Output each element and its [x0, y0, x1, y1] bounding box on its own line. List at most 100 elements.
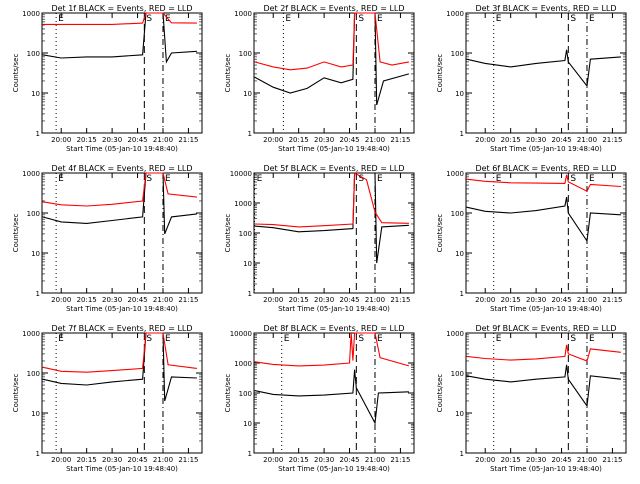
- x-tick-label: 21:00: [153, 136, 173, 144]
- y-tick-label: 1000: [22, 10, 40, 18]
- x-tick-label: 20:30: [526, 456, 546, 464]
- x-tick-label: 20:00: [475, 456, 495, 464]
- y-tick-label: 1: [248, 450, 252, 458]
- x-tick-label: 21:15: [178, 136, 198, 144]
- series-line-black: [254, 12, 410, 106]
- axes-frame: [41, 332, 203, 454]
- marker-label: S: [146, 14, 152, 24]
- series-line-red: [42, 332, 197, 373]
- y-tick-label: 10000: [230, 330, 252, 338]
- x-tick-label: 21:00: [153, 456, 173, 464]
- x-tick-label: 21:00: [577, 136, 597, 144]
- x-tick-label: 21:15: [602, 456, 622, 464]
- series-line-black: [42, 332, 197, 402]
- panel-title: Det 7f BLACK = Events, RED = LLD: [51, 324, 192, 333]
- y-tick-label: 10: [243, 90, 252, 98]
- marker-label: E: [284, 334, 290, 344]
- x-axis-label: Start Time (05-Jan-10 19:48:40): [490, 305, 602, 313]
- y-tick-label: 1: [36, 130, 40, 138]
- x-tick-label: 20:45: [127, 296, 147, 304]
- x-tick-label: 20:45: [127, 456, 147, 464]
- x-tick-label: 20:30: [526, 136, 546, 144]
- x-tick-label: 21:00: [577, 456, 597, 464]
- x-tick-label: 20:15: [77, 136, 97, 144]
- x-tick-label: 20:00: [51, 136, 71, 144]
- x-tick-label: 20:00: [263, 296, 283, 304]
- x-tick-label: 21:00: [365, 456, 385, 464]
- panel-title: Det 3f BLACK = Events, RED = LLD: [475, 4, 616, 13]
- axes-frame: [465, 172, 627, 294]
- x-tick-label: 20:15: [501, 296, 521, 304]
- x-tick-label: 20:00: [475, 296, 495, 304]
- series-line-red: [254, 172, 409, 228]
- panel-det-6f: Det 6f BLACK = Events, RED = LLD 1 10 100 10…: [436, 164, 627, 313]
- marker-label: S: [570, 174, 576, 184]
- y-axis-label: Counts/sec: [436, 214, 444, 253]
- x-tick-label: 20:15: [77, 456, 97, 464]
- y-tick-label: 100: [27, 210, 40, 218]
- marker-label: E: [377, 334, 383, 344]
- y-axis-label: Counts/sec: [224, 374, 232, 413]
- marker-label: E: [58, 14, 64, 24]
- series-line-red: [42, 172, 197, 207]
- x-tick-label: 20:30: [526, 296, 546, 304]
- y-tick-label: 1000: [234, 360, 252, 368]
- x-axis-label: Start Time (05-Jan-10 19:48:40): [278, 465, 390, 473]
- axes-frame: [41, 172, 203, 294]
- marker-label: E: [377, 14, 383, 24]
- series-line-red: [254, 12, 409, 71]
- y-tick-label: 10: [243, 260, 252, 268]
- marker-label: S: [146, 174, 152, 184]
- marker-label: E: [589, 14, 595, 24]
- axes-frame: [465, 332, 627, 454]
- marker-label: E: [377, 174, 383, 184]
- x-axis-label: Start Time (05-Jan-10 19:48:40): [66, 465, 178, 473]
- x-tick-label: 21:15: [390, 296, 410, 304]
- series-line-black: [466, 49, 621, 88]
- y-tick-label: 100: [239, 50, 252, 58]
- y-tick-label: 10: [243, 420, 252, 428]
- x-axis-label: Start Time (05-Jan-10 19:48:40): [278, 145, 390, 153]
- y-tick-label: 100: [451, 50, 464, 58]
- series-line-black: [254, 369, 409, 425]
- marker-label: E: [165, 334, 171, 344]
- x-tick-label: 20:30: [314, 456, 334, 464]
- series-line-red: [42, 12, 197, 25]
- y-tick-label: 1000: [22, 330, 40, 338]
- marker-label: E: [257, 174, 263, 184]
- panel-title: Det 2f BLACK = Events, RED = LLD: [263, 4, 404, 13]
- y-axis-label: Counts/sec: [12, 54, 20, 93]
- series-line-red: [466, 344, 621, 362]
- axes-frame: [253, 172, 415, 294]
- y-tick-label: 1: [248, 290, 252, 298]
- x-tick-label: 20:45: [551, 136, 571, 144]
- marker-label: S: [358, 14, 364, 24]
- y-tick-label: 1: [460, 290, 464, 298]
- y-tick-label: 1000: [446, 170, 464, 178]
- x-tick-label: 20:00: [475, 136, 495, 144]
- marker-label: E: [589, 334, 595, 344]
- series-line-black: [42, 12, 197, 64]
- y-axis-label: Counts/sec: [224, 214, 232, 253]
- marker-label: E: [589, 174, 595, 184]
- marker-label: E: [496, 174, 502, 184]
- x-tick-label: 20:45: [339, 136, 359, 144]
- panel-det-3f: Det 3f BLACK = Events, RED = LLD 1 10 100 10…: [436, 4, 627, 153]
- x-tick-label: 20:30: [102, 136, 122, 144]
- x-tick-label: 20:30: [314, 296, 334, 304]
- panel-title: Det 1f BLACK = Events, RED = LLD: [51, 4, 192, 13]
- panel-det-2f: Det 2f BLACK = Events, RED = LLD 1 10 100 10…: [224, 4, 415, 153]
- y-tick-label: 10: [31, 410, 40, 418]
- y-tick-label: 1000: [234, 200, 252, 208]
- x-tick-label: 20:15: [289, 136, 309, 144]
- x-tick-label: 20:00: [263, 456, 283, 464]
- panel-det-1f: Det 1f BLACK = Events, RED = LLD 1 10 100 10…: [12, 4, 203, 153]
- x-axis-label: Start Time (05-Jan-10 19:48:40): [66, 305, 178, 313]
- x-tick-label: 21:15: [178, 456, 198, 464]
- marker-label: S: [570, 14, 576, 24]
- x-tick-label: 20:45: [127, 136, 147, 144]
- y-axis-label: Counts/sec: [436, 374, 444, 413]
- axes-frame: [465, 12, 627, 134]
- series-line-red: [254, 332, 410, 367]
